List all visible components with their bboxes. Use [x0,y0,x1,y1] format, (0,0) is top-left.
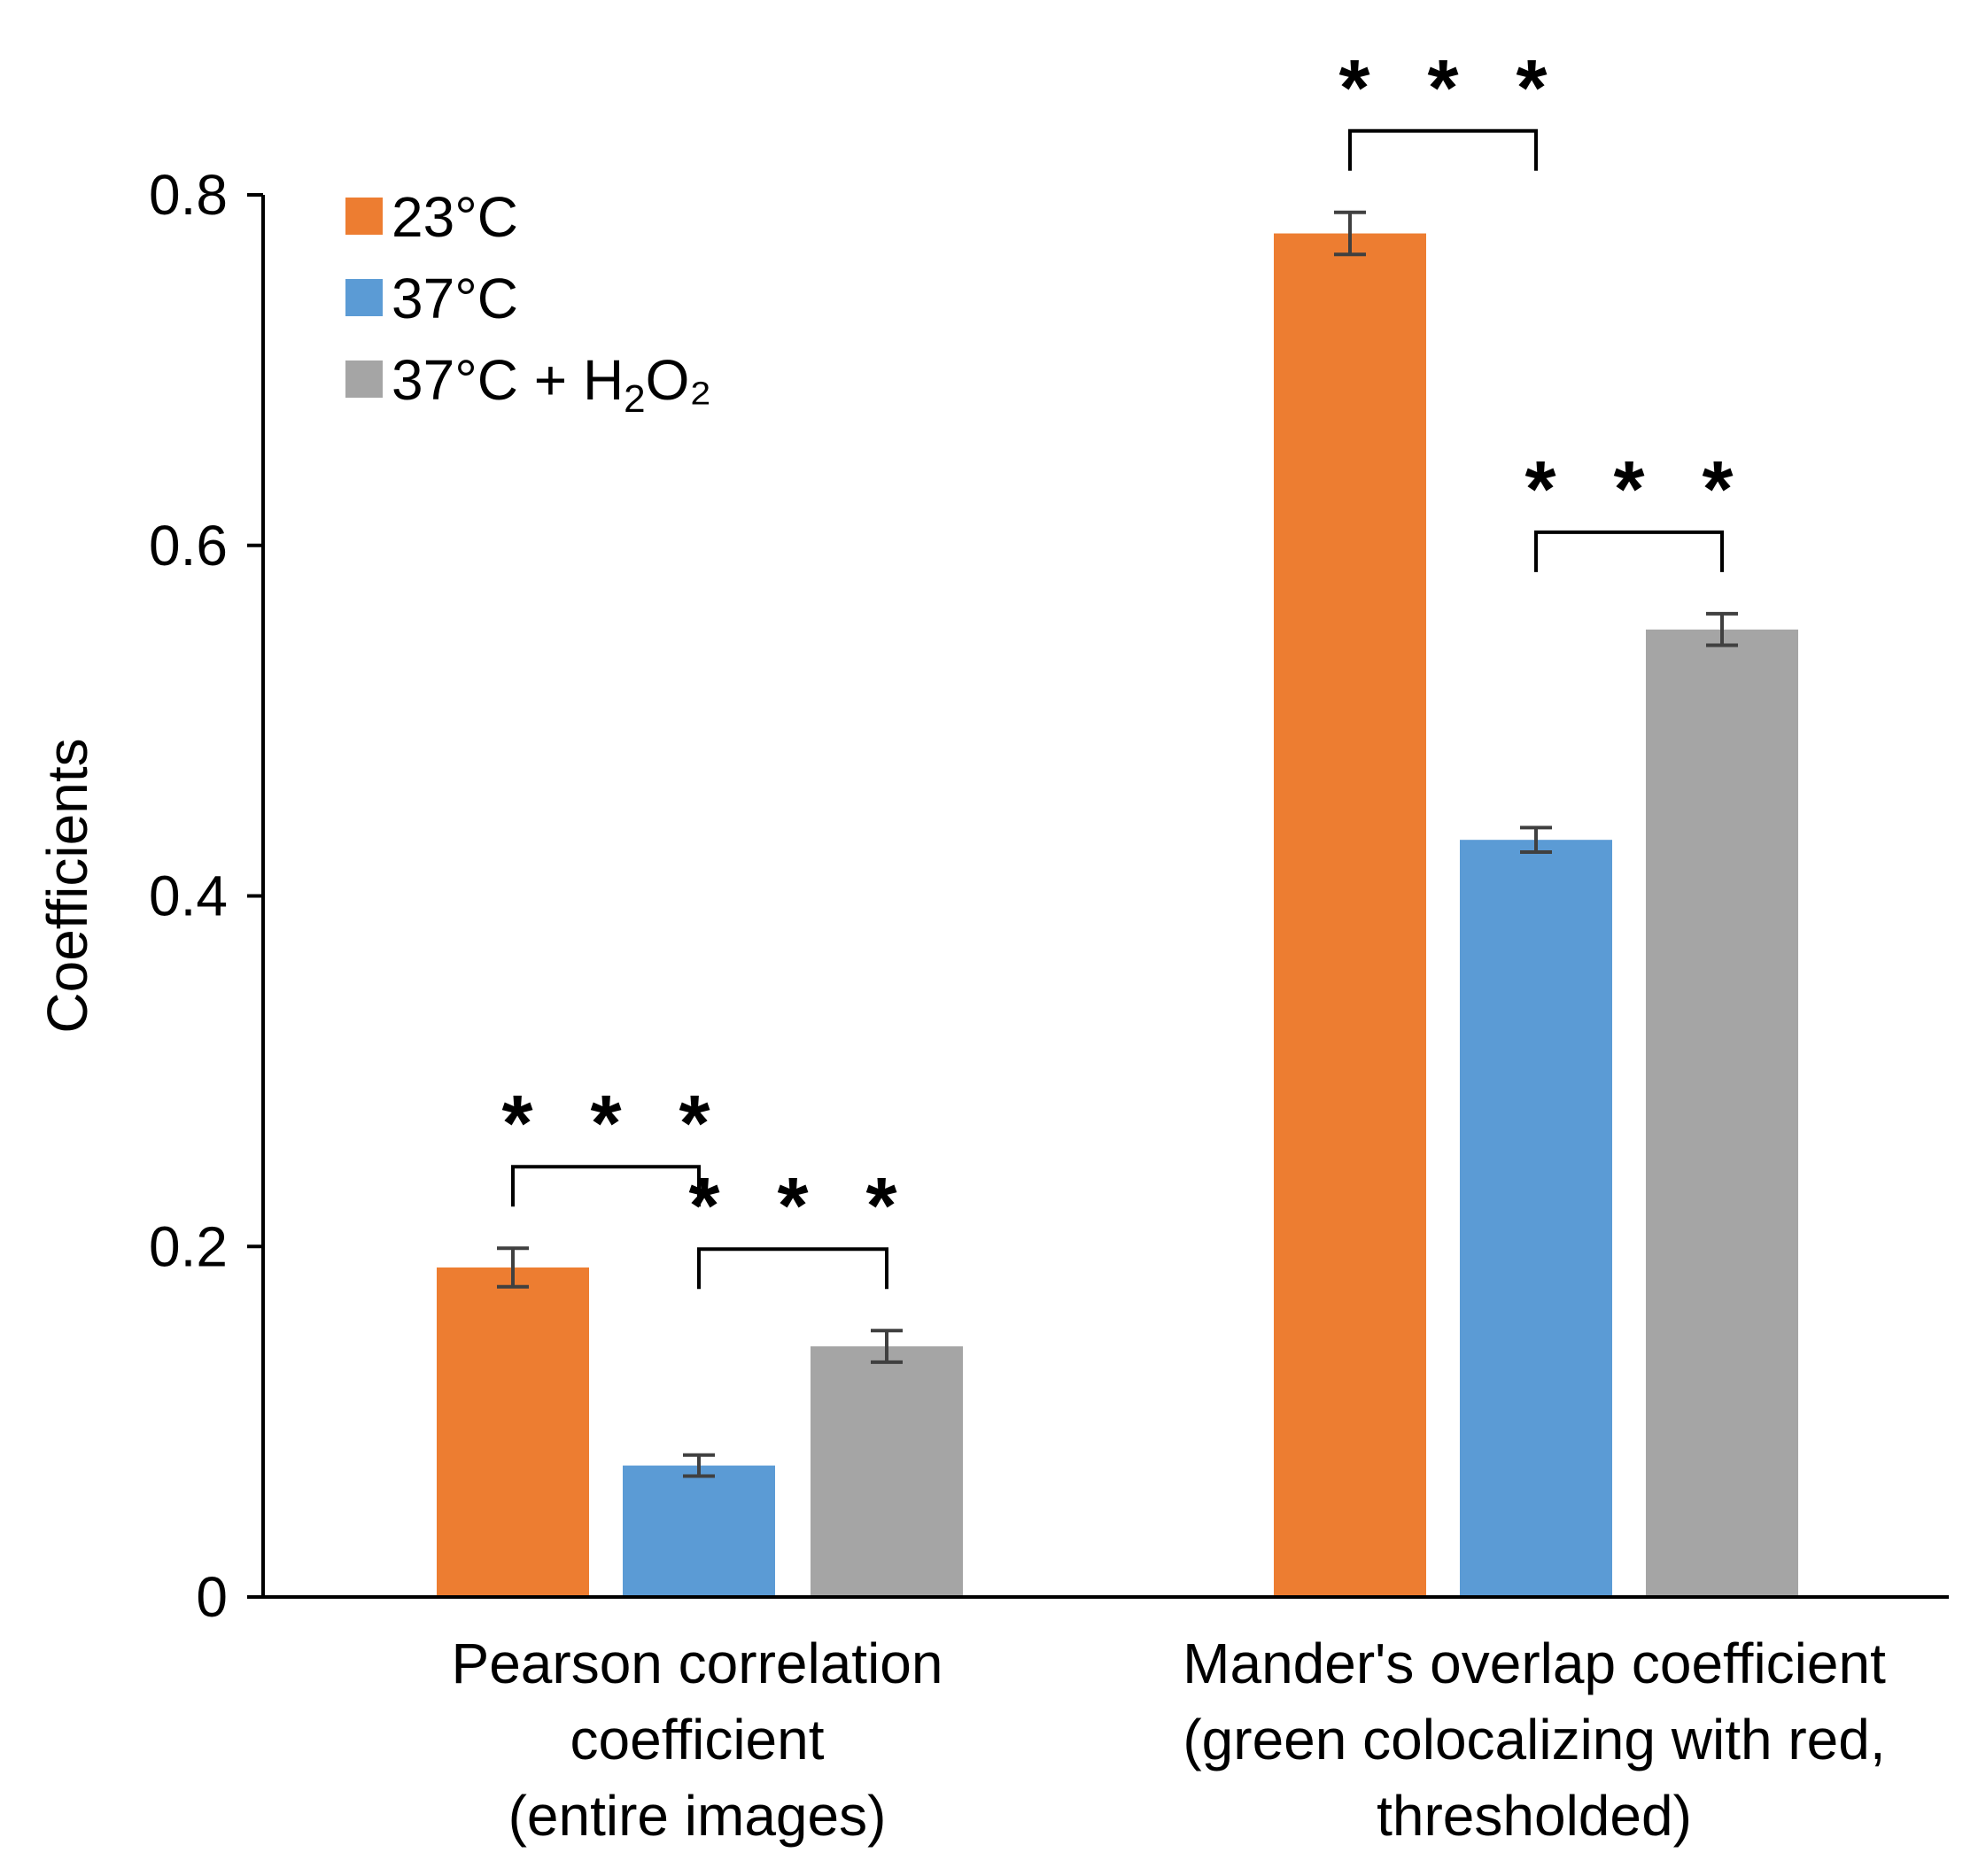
bar-pearson-series-2 [811,1346,963,1597]
legend-item: 23°C [345,185,518,249]
x-category-label: Mander's overlap coefficient (green coloc… [1183,1632,1886,1848]
y-axis-label: Coefficients [35,738,99,1033]
bar-manders-series-1 [1460,840,1612,1597]
error-bar [1706,611,1738,647]
significance-markers: * * ** * ** * ** * * [501,44,1750,1290]
error-bar [1334,210,1366,257]
x-category-label-line: Mander's overlap coefficient [1183,1632,1886,1695]
significance-marker: * * * [688,1162,914,1290]
bar-pearson-series-1 [623,1465,775,1597]
significance-stars: * * * [501,1080,727,1168]
x-category-label-line: coefficient [570,1708,825,1771]
significance-marker: * * * [1524,446,1750,572]
error-bar [1520,826,1552,855]
error-bar [497,1246,529,1289]
significance-marker: * * * [1338,44,1564,171]
y-tick-label: 0.2 [149,1214,228,1278]
legend-label: 37°C + H2O₂ [392,348,711,421]
legend: 23°C 37°C 37°C + H2O₂ [345,185,711,421]
error-bar [871,1329,903,1364]
bar-manders-series-2 [1646,629,1798,1597]
significance-bracket [1534,530,1724,572]
y-tick-label: 0.4 [149,864,228,928]
y-tick-label: 0.8 [149,163,228,227]
x-category-label: Pearson correlation coefficient (entire im… [452,1632,943,1848]
significance-stars: * * * [1338,44,1564,133]
legend-label: 37°C [392,267,518,330]
bars [437,233,1798,1598]
significance-stars: * * * [688,1162,914,1251]
significance-bracket [1348,128,1538,171]
bar-manders-series-0 [1274,233,1426,1598]
significance-bracket [511,1165,701,1207]
y-axis: 0 0.2 0.4 0.6 0.8 [149,163,265,1629]
legend-swatch [345,360,383,398]
legend-swatch [345,279,383,316]
significance-stars: * * * [1524,446,1750,534]
x-category-label-line: (green colocalizing with red, [1183,1708,1885,1771]
category-labels: Pearson correlation coefficient (entire im… [452,1632,1887,1848]
legend-item: 37°C + H2O₂ [345,348,711,421]
error-bars [497,210,1738,1478]
legend-label: 23°C [392,185,518,249]
x-category-label-line: thresholded) [1377,1784,1692,1848]
legend-item: 37°C [345,267,518,330]
significance-bracket [697,1247,888,1290]
significance-marker: * * * [501,1080,727,1207]
error-bar [683,1453,715,1478]
legend-swatch [345,198,383,235]
bar-pearson-series-0 [437,1267,589,1597]
y-tick-label: 0 [196,1565,228,1629]
x-category-label-line: (entire images) [508,1784,887,1848]
y-tick-label: 0.6 [149,514,228,578]
x-category-label-line: Pearson correlation [452,1632,943,1695]
